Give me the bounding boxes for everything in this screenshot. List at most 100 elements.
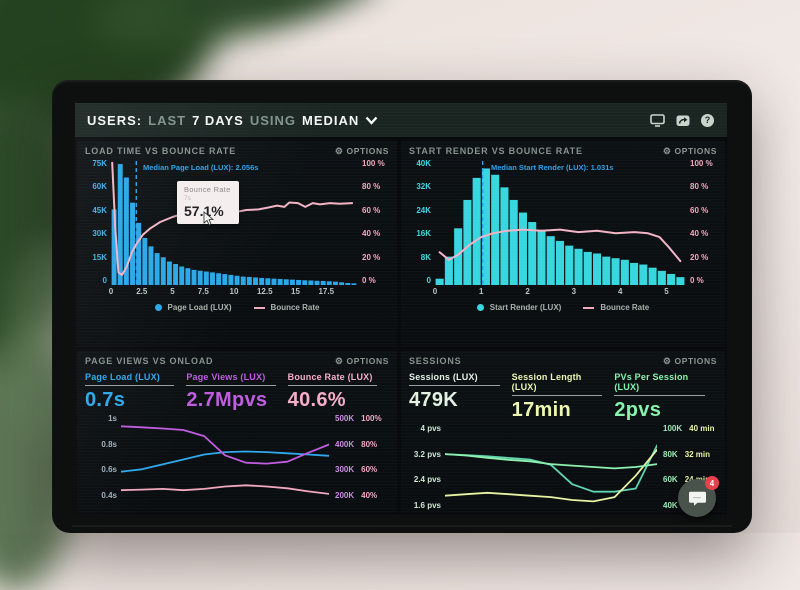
metric-page-load: Page Load (LUX) 0.7s	[85, 372, 186, 412]
axis-label: 400K	[335, 440, 354, 449]
axis-label: 20 %	[362, 253, 380, 262]
dashboard-screen: USERS: LAST 7 DAYS USING MEDIAN ?	[75, 103, 727, 515]
axis-label: 5	[170, 287, 174, 296]
legend-dot-icon	[155, 304, 162, 311]
metric-label: Bounce Rate (LUX)	[288, 372, 379, 382]
options-label: OPTIONS	[675, 356, 717, 366]
page-views-line-chart[interactable]	[121, 414, 329, 500]
axis-label: 2.5	[136, 287, 147, 296]
chart-legend: Page Load (LUX) Bounce Rate	[77, 303, 397, 312]
axis-label: 60K	[92, 182, 107, 191]
axis-label: 8K	[421, 253, 431, 262]
axis-label: 0	[427, 276, 431, 285]
axis-label: 40%	[361, 491, 377, 500]
options-button[interactable]: ⚙ OPTIONS	[663, 146, 717, 156]
axis-label: 1.6 pvs	[414, 501, 441, 510]
axis-label: 100 %	[690, 159, 713, 168]
axis-label: 45K	[92, 206, 107, 215]
display-icon[interactable]	[650, 113, 665, 127]
axis-label: 1	[479, 287, 483, 296]
axis-label: 80K	[663, 450, 678, 459]
options-button[interactable]: ⚙ OPTIONS	[335, 356, 389, 366]
median-annotation: Median Page Load (LUX): 2.056s	[143, 163, 258, 172]
legend-label: Bounce Rate	[600, 303, 649, 312]
axis-label: 0 %	[362, 276, 376, 285]
tooltip-sub: 7s	[184, 195, 232, 202]
chat-bubble-icon	[688, 490, 706, 506]
panel-start-render-vs-bounce-rate: START RENDER VS BOUNCE RATE ⚙ OPTIONS 40…	[401, 141, 725, 347]
chart-canvas	[435, 159, 685, 285]
axis-label: 75K	[92, 159, 107, 168]
metric-value: 40.6%	[288, 389, 379, 412]
metric-page-views: Page Views (LUX) 2.7Mpvs	[186, 372, 287, 412]
axis-label: 0.4s	[101, 491, 117, 500]
axis-label: 32K	[416, 182, 431, 191]
axis-label: 20 %	[690, 253, 708, 262]
gear-icon: ⚙	[335, 147, 344, 156]
chart-legend: Start Render (LUX) Bounce Rate	[401, 303, 725, 312]
axis-label: 15	[291, 287, 300, 296]
metric-value: 17min	[512, 399, 605, 422]
title-segment: USING	[250, 113, 296, 128]
axis-label: 4	[618, 287, 622, 296]
panel-title: SESSIONS	[409, 356, 461, 366]
axis-label: 4 pvs	[421, 424, 441, 433]
axis-label: 100%	[361, 414, 381, 423]
title-segment: USERS:	[87, 113, 142, 128]
axis-label: 100 %	[362, 159, 385, 168]
metric-label: Sessions (LUX)	[409, 372, 502, 382]
users-range-dropdown[interactable]: USERS: LAST 7 DAYS USING MEDIAN	[87, 113, 378, 128]
axis-label: 12.5	[257, 287, 273, 296]
axis-label: 0	[433, 287, 437, 296]
gear-icon: ⚙	[663, 147, 672, 156]
start-render-histogram[interactable]: Median Start Render (LUX): 1.031s	[435, 159, 685, 285]
notification-badge: 4	[705, 476, 719, 490]
laptop: USERS: LAST 7 DAYS USING MEDIAN ?	[52, 80, 752, 533]
axis-label: 60 %	[690, 206, 708, 215]
sessions-line-chart[interactable]	[445, 424, 657, 510]
metric-row: Sessions (LUX) 479K Session Length (LUX)…	[401, 369, 725, 422]
axis-label: 16K	[416, 229, 431, 238]
chart-canvas	[121, 414, 329, 500]
median-annotation: Median Start Render (LUX): 1.031s	[491, 163, 614, 172]
axis-label: 2.4 pvs	[414, 475, 441, 484]
options-button[interactable]: ⚙ OPTIONS	[335, 146, 389, 156]
panel-title: START RENDER VS BOUNCE RATE	[409, 146, 583, 156]
axis-label: 5	[664, 287, 668, 296]
metric-value: 479K	[409, 389, 502, 412]
axis-label: 17.5	[318, 287, 334, 296]
panel-title: LOAD TIME VS BOUNCE RATE	[85, 146, 236, 156]
axis-label: 15K	[92, 253, 107, 262]
axis-label: 100K	[663, 424, 682, 433]
legend-label: Bounce Rate	[271, 303, 320, 312]
y-axis-right: 100 %80 %60 %40 %20 %0 %	[685, 159, 717, 285]
metric-value: 0.7s	[85, 389, 176, 412]
share-icon[interactable]	[675, 113, 690, 127]
legend-dot-icon	[477, 304, 484, 311]
panel-sessions: SESSIONS ⚙ OPTIONS Sessions (LUX) 479K S…	[401, 351, 725, 513]
help-icon[interactable]: ?	[700, 113, 715, 127]
chat-widget-button[interactable]: 4	[678, 479, 716, 517]
metric-label: Page Views (LUX)	[186, 372, 277, 382]
metric-pvs-per-session: PVs Per Session (LUX) 2pvs	[614, 372, 717, 422]
load-time-histogram[interactable]: Median Page Load (LUX): 2.056s Bounce Ra…	[111, 159, 357, 285]
axis-label: 300K	[335, 465, 354, 474]
axis-label: 10	[230, 287, 239, 296]
metric-value: 2pvs	[614, 399, 707, 422]
metric-row: Page Load (LUX) 0.7s Page Views (LUX) 2.…	[77, 369, 397, 412]
options-button[interactable]: ⚙ OPTIONS	[663, 356, 717, 366]
chart-canvas	[445, 424, 657, 510]
axis-label: 3	[572, 287, 576, 296]
axis-label: 40K	[416, 159, 431, 168]
axis-label: 0.8s	[101, 440, 117, 449]
axis-label: 80 %	[690, 182, 708, 191]
axis-label: 0	[103, 276, 107, 285]
